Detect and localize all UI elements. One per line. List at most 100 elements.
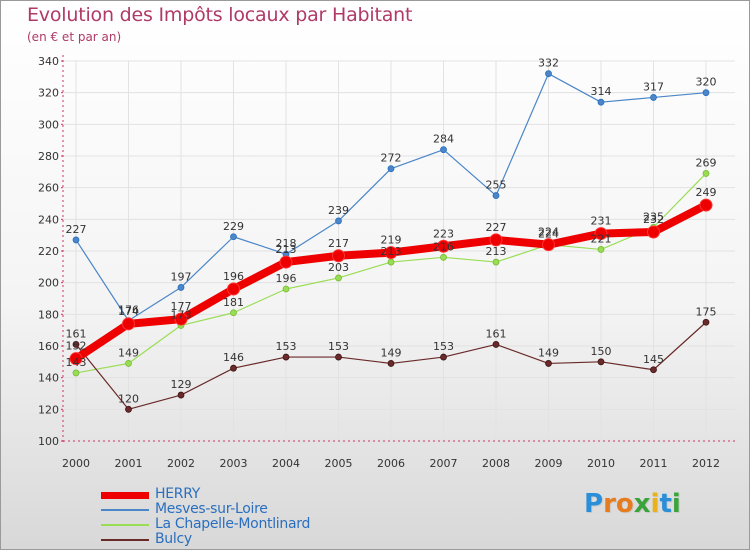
legend-item-chapelle: La Chapelle-Montlinard — [101, 516, 361, 532]
data-label: 221 — [591, 232, 612, 245]
data-label: 143 — [66, 356, 87, 369]
data-label: 150 — [591, 345, 612, 358]
data-point — [72, 236, 80, 244]
axis-layer: 100 120 140 160 180 200 220 240 260 280 300 320 340 2… — [38, 55, 735, 470]
data-point — [647, 225, 660, 239]
data-label: 218 — [276, 237, 297, 250]
x-tick-label: 2010 — [587, 457, 615, 470]
data-point — [492, 192, 500, 199]
data-point — [597, 246, 605, 253]
x-tick-label: 2012 — [692, 457, 720, 470]
data-point — [597, 98, 605, 106]
data-label: 223 — [433, 227, 454, 240]
data-point — [545, 70, 552, 78]
data-label: 120 — [118, 392, 139, 405]
data-point — [702, 89, 710, 97]
data-point — [282, 285, 290, 293]
data-point — [335, 274, 342, 282]
data-point — [335, 353, 342, 361]
legend-label-herry: HERRY — [155, 486, 200, 502]
y-tick-label: 200 — [38, 277, 59, 290]
data-label: 203 — [328, 261, 349, 274]
y-tick-label: 300 — [38, 118, 59, 131]
proxiti-logo: Proxiti — [584, 489, 681, 519]
x-tick-label: 2003 — [220, 457, 248, 470]
data-label: 129 — [171, 378, 192, 391]
logo-letter: i — [671, 489, 681, 519]
data-label: 239 — [328, 204, 349, 217]
data-label: 224 — [538, 228, 559, 241]
data-point — [69, 352, 83, 366]
data-label-layer: 227 176 197 229 218 239 272 284 255 332 314 317 320 1… — [66, 57, 717, 406]
data-point — [227, 282, 240, 296]
x-tick-label: 2000 — [62, 457, 90, 470]
data-label: 224 — [538, 226, 559, 239]
x-tick-label: 2004 — [272, 457, 300, 470]
data-label: 314 — [591, 85, 612, 98]
data-label: 320 — [696, 76, 717, 89]
data-label: 153 — [433, 340, 454, 353]
legend-item-bulcy: Bulcy — [101, 531, 361, 547]
data-label: 227 — [486, 221, 507, 234]
data-label: 235 — [643, 210, 664, 223]
logo-letter: i — [650, 489, 660, 519]
series-layer — [69, 70, 713, 413]
data-label: 249 — [696, 186, 717, 199]
legend-label-mesves: Mesves-sur-Loire — [155, 501, 268, 517]
y-tick-label: 220 — [38, 245, 59, 258]
data-label: 145 — [643, 353, 664, 366]
data-point — [125, 405, 132, 413]
data-label: 196 — [276, 272, 297, 285]
logo-letter: o — [615, 489, 634, 519]
data-label: 213 — [381, 245, 402, 258]
data-point — [125, 360, 132, 367]
data-label: 213 — [276, 243, 297, 256]
data-point — [650, 366, 657, 374]
data-point — [282, 353, 290, 361]
legend-item-mesves: Mesves-sur-Loire — [101, 501, 361, 517]
data-label: 174 — [118, 305, 139, 318]
data-label: 181 — [223, 296, 244, 309]
x-tick-label: 2006 — [377, 457, 405, 470]
data-point — [174, 312, 188, 326]
y-tick-label: 280 — [38, 150, 59, 163]
data-point — [230, 233, 237, 241]
data-point — [279, 255, 293, 269]
data-label: 153 — [328, 340, 349, 353]
data-point — [440, 353, 447, 361]
data-label: 173 — [171, 308, 192, 321]
data-point — [594, 227, 608, 241]
data-point — [387, 165, 395, 173]
data-label: 255 — [486, 179, 507, 192]
logo-letter: r — [603, 489, 616, 519]
y-tick-label: 160 — [38, 340, 59, 353]
y-tick-label: 120 — [38, 403, 59, 416]
data-label: 231 — [591, 215, 612, 228]
data-point — [702, 318, 710, 326]
data-point — [545, 360, 552, 367]
x-tick-label: 2005 — [325, 457, 353, 470]
data-point — [387, 258, 395, 266]
data-label: 146 — [223, 351, 244, 364]
data-point — [440, 146, 447, 154]
x-tick-label: 2009 — [535, 457, 563, 470]
data-label: 175 — [696, 305, 717, 318]
y-tick-label: 240 — [38, 213, 59, 226]
data-point — [230, 364, 237, 372]
legend-label-bulcy: Bulcy — [155, 531, 192, 547]
legend-item-herry: HERRY — [101, 486, 361, 502]
data-label: 219 — [381, 234, 402, 247]
y-tick-label: 320 — [38, 87, 59, 100]
x-tick-label: 2011 — [640, 457, 668, 470]
data-point — [72, 369, 80, 377]
data-label: 161 — [486, 327, 507, 340]
logo-letter: P — [584, 489, 604, 519]
data-label: 317 — [643, 80, 664, 93]
data-point — [387, 360, 395, 367]
data-point — [597, 358, 605, 366]
data-point — [332, 249, 345, 263]
data-label: 217 — [328, 237, 349, 250]
data-point — [72, 341, 80, 348]
